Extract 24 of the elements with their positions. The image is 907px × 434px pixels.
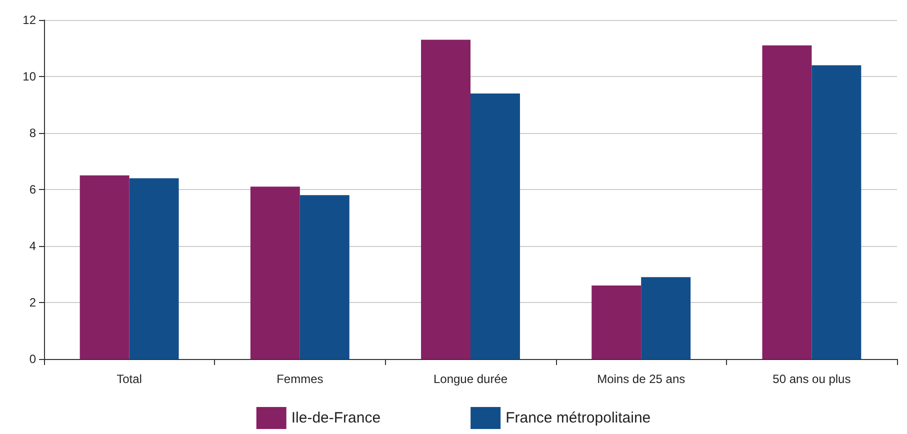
- x-tick-label: Moins de 25 ans: [597, 372, 686, 386]
- y-tick-label: 4: [29, 239, 36, 253]
- y-tick-label: 2: [29, 296, 36, 310]
- legend-label: Ile-de-France: [291, 410, 381, 426]
- bar: [250, 186, 300, 359]
- x-tick-label: Femmes: [276, 372, 324, 386]
- y-tick-label: 12: [22, 13, 36, 27]
- bar: [762, 45, 812, 359]
- y-tick-label: 0: [29, 352, 36, 366]
- y-tick-label: 8: [29, 126, 36, 140]
- bar: [300, 195, 350, 359]
- bar: [641, 277, 691, 359]
- y-tick-label: 10: [22, 70, 36, 84]
- x-tick-label: 50 ans ou plus: [772, 372, 851, 386]
- x-tick-label: Longue durée: [433, 372, 508, 386]
- bar: [80, 175, 130, 359]
- bar: [592, 286, 642, 359]
- bar: [129, 178, 179, 359]
- bar: [470, 93, 520, 359]
- legend-label: France métropolitaine: [506, 410, 651, 426]
- x-tick-label: Total: [116, 372, 142, 386]
- bar: [812, 65, 862, 359]
- bar: [421, 40, 470, 359]
- y-tick-label: 6: [29, 182, 36, 196]
